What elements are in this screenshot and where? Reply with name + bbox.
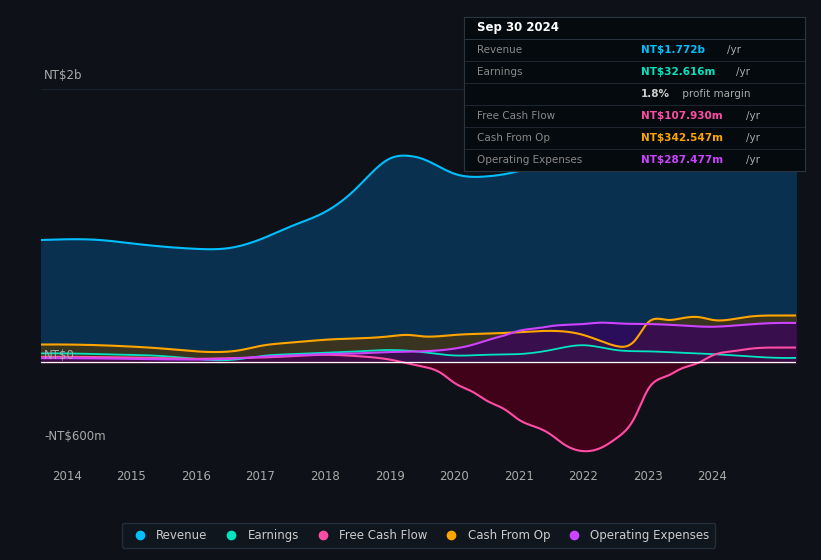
Text: -NT$600m: -NT$600m xyxy=(44,430,106,443)
Text: Free Cash Flow: Free Cash Flow xyxy=(478,111,556,121)
Text: profit margin: profit margin xyxy=(679,89,750,99)
Text: /yr: /yr xyxy=(746,133,760,143)
Text: Operating Expenses: Operating Expenses xyxy=(478,155,583,165)
Text: Revenue: Revenue xyxy=(478,45,523,55)
Text: Earnings: Earnings xyxy=(478,67,523,77)
Legend: Revenue, Earnings, Free Cash Flow, Cash From Op, Operating Expenses: Revenue, Earnings, Free Cash Flow, Cash … xyxy=(122,523,715,548)
Text: /yr: /yr xyxy=(736,67,750,77)
Text: NT$2b: NT$2b xyxy=(44,69,83,82)
Text: NT$342.547m: NT$342.547m xyxy=(641,133,723,143)
Text: 1.8%: 1.8% xyxy=(641,89,670,99)
Text: NT$0: NT$0 xyxy=(44,349,76,362)
Text: /yr: /yr xyxy=(746,155,760,165)
Text: NT$32.616m: NT$32.616m xyxy=(641,67,715,77)
Text: /yr: /yr xyxy=(727,45,741,55)
Text: /yr: /yr xyxy=(746,111,760,121)
Text: NT$287.477m: NT$287.477m xyxy=(641,155,723,165)
Text: Sep 30 2024: Sep 30 2024 xyxy=(478,21,559,34)
Text: NT$107.930m: NT$107.930m xyxy=(641,111,722,121)
Text: NT$1.772b: NT$1.772b xyxy=(641,45,705,55)
Text: Cash From Op: Cash From Op xyxy=(478,133,551,143)
